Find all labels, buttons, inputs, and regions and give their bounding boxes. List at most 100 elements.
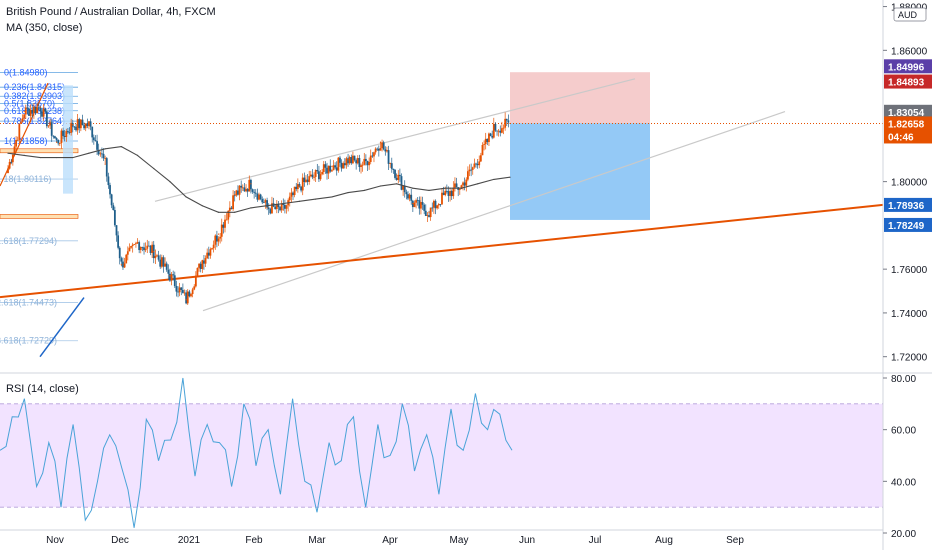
candle-body [431, 207, 434, 209]
candle-body [84, 123, 87, 129]
candle-body [376, 148, 379, 150]
candle-body [429, 207, 432, 218]
candle-body [193, 286, 196, 290]
candle-body [266, 200, 268, 208]
candle-body [420, 202, 422, 209]
candle-body [94, 140, 97, 142]
candle-body [20, 121, 22, 124]
candle-body [483, 144, 485, 146]
price-tag-label: 1.78249 [888, 221, 925, 232]
candle-body [139, 246, 142, 251]
candle-body [423, 204, 426, 211]
candle-body [29, 109, 32, 116]
ma-point [444, 187, 446, 189]
candle-body [345, 158, 348, 166]
close-point [412, 202, 414, 205]
candle-body [133, 244, 136, 245]
candle-body [232, 195, 234, 210]
candle-body [347, 158, 349, 164]
candle-body [178, 287, 181, 293]
candle-body [15, 139, 17, 147]
candle-body [194, 275, 197, 287]
candle-body [52, 135, 55, 137]
close-point [72, 124, 74, 126]
candle-body [70, 122, 73, 133]
candle-body [392, 168, 395, 170]
close-point [396, 174, 398, 176]
candle-body [97, 149, 100, 155]
candle-body [107, 176, 110, 186]
close-point [201, 259, 203, 261]
candle-body [160, 257, 163, 267]
candle-body [264, 200, 267, 203]
candle-body [462, 182, 464, 186]
candle-body [489, 133, 492, 137]
candle-body [355, 160, 358, 164]
time-tick-label: Apr [382, 535, 398, 546]
candle-body [39, 107, 42, 112]
candle-body [465, 179, 468, 186]
currency-badge [893, 7, 927, 22]
time-tick-label: Dec [111, 535, 129, 546]
price-tag-label: 1.82658 [888, 119, 925, 130]
price-pane-bg [0, 0, 883, 372]
candle-body [143, 247, 145, 251]
candle-body [445, 190, 448, 192]
candle-body [204, 258, 207, 264]
candle-body [408, 194, 411, 199]
candle-body [26, 107, 29, 109]
fib-level-label: 1.618(1.77294) [0, 236, 57, 246]
candle-body [491, 136, 494, 138]
candle-body [151, 244, 154, 253]
candle-body [439, 204, 442, 205]
candle-body [104, 158, 107, 159]
candle-body [340, 162, 343, 169]
candle-body [305, 179, 307, 182]
candle-body [45, 111, 48, 127]
candle-body [191, 289, 194, 295]
candle-body [321, 171, 324, 175]
candle-body [75, 126, 77, 131]
ma-point [379, 185, 382, 187]
close-point [460, 185, 463, 187]
candle-body [314, 170, 317, 177]
candle-body [496, 130, 498, 132]
fib-level-label: 1(1.81858) [4, 136, 48, 146]
candle-body [76, 119, 79, 131]
close-point [185, 299, 187, 301]
rsi-tick-label: 60.00 [891, 426, 916, 437]
candle-body [190, 294, 192, 297]
close-point [169, 275, 171, 277]
candle-body [322, 164, 325, 172]
rsi-indicator-label: RSI (14, close) [6, 383, 79, 395]
ma-point [460, 187, 463, 189]
candle-body [88, 121, 90, 127]
candle-body [120, 258, 123, 262]
candle-body [373, 152, 375, 157]
close-point [298, 185, 301, 187]
candle-body [269, 209, 272, 214]
ma-point [363, 189, 365, 191]
candle-body [217, 238, 220, 242]
candle-body [384, 149, 387, 152]
candle-body [79, 119, 82, 129]
fib-level-label: 3.618(1.72729) [0, 336, 57, 346]
candle-body [256, 193, 259, 200]
candle-body [83, 125, 86, 129]
candle-body [274, 206, 277, 209]
candle-body [499, 130, 502, 133]
candle-body [471, 167, 474, 170]
candle-body [481, 145, 484, 156]
candle-body [220, 224, 223, 237]
candle-body [458, 189, 461, 190]
candle-body [386, 150, 388, 152]
price-tick-label: 1.86000 [891, 46, 928, 57]
support-trendline [0, 203, 884, 299]
candle-body [109, 185, 111, 195]
ma-point [72, 156, 74, 159]
ma-point [282, 202, 284, 205]
candle-body [110, 194, 113, 206]
ma-point [169, 181, 171, 183]
